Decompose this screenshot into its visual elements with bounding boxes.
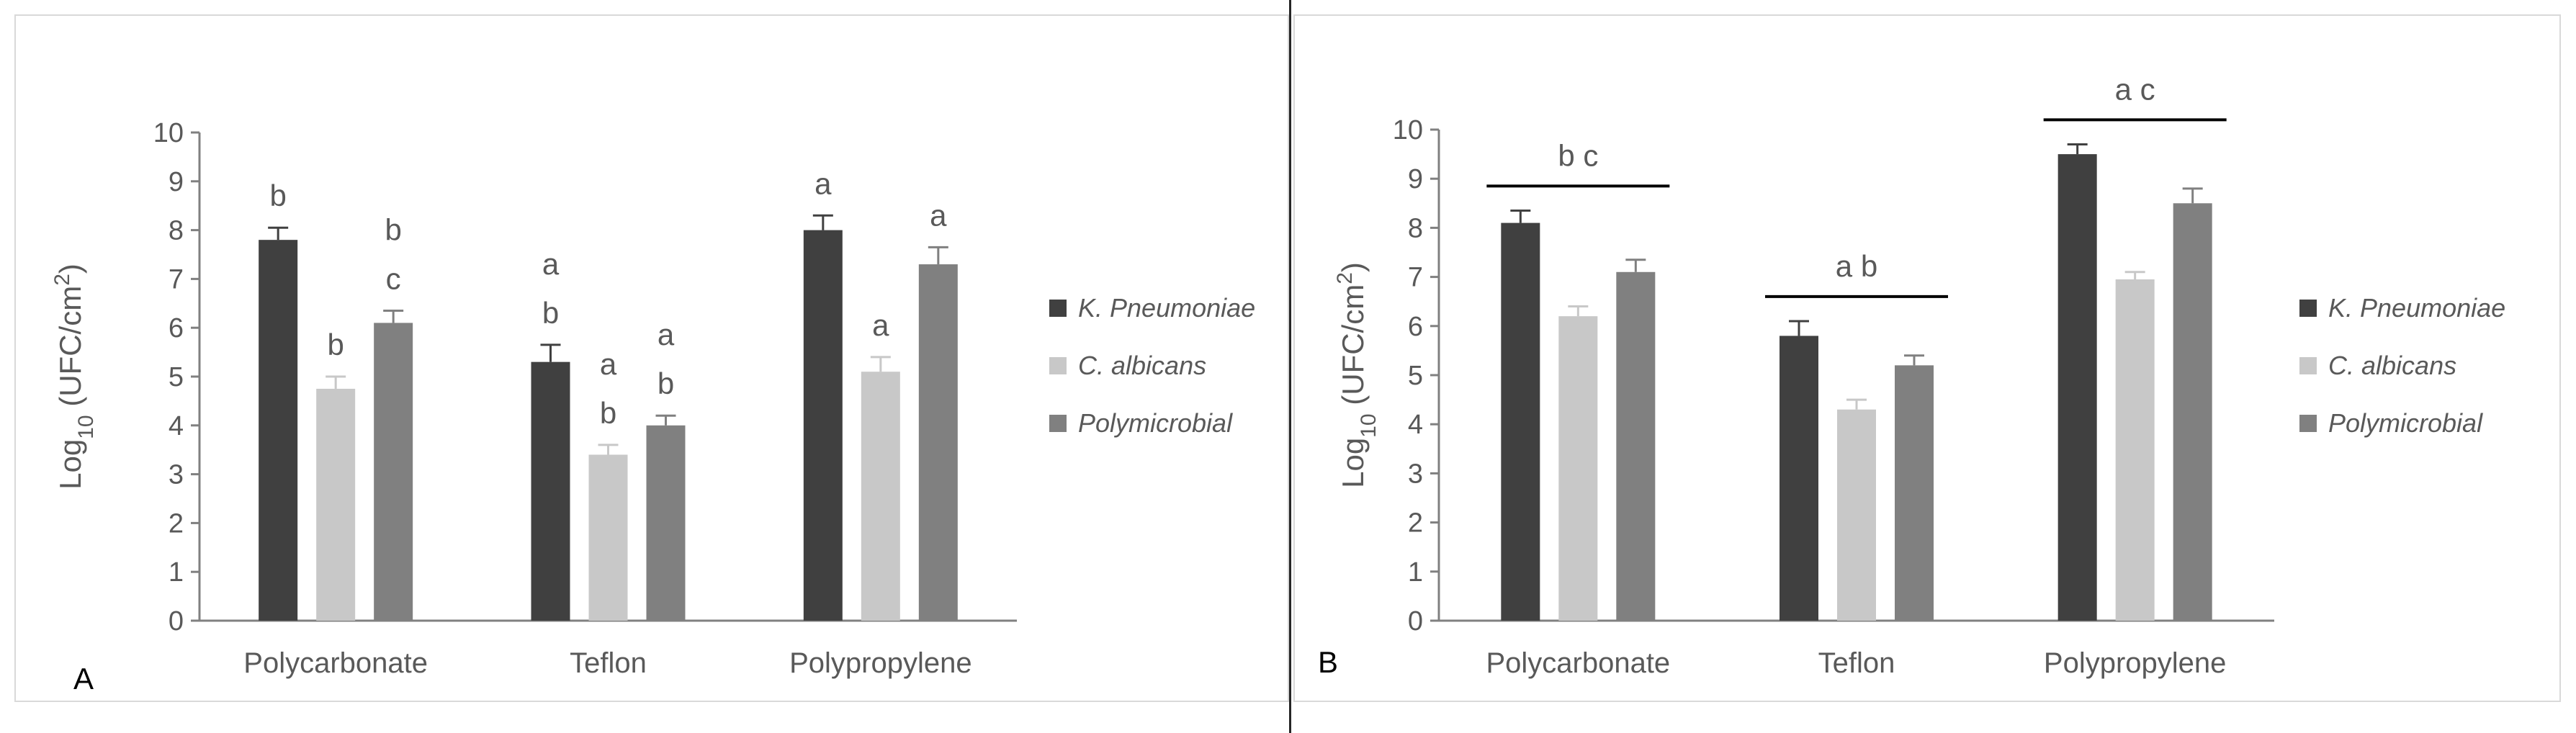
y-tick-label: 3	[169, 460, 184, 490]
bar-polymicrobial	[918, 264, 958, 621]
y-axis-label-unit: (UFC/cm	[53, 286, 87, 415]
x-category-label: Polypropylene	[2044, 647, 2227, 679]
bar-k-pneumoniae	[259, 240, 298, 621]
significance-letter: b	[542, 296, 559, 330]
bar-k-pneumoniae	[531, 361, 570, 621]
y-axis-label-sub: 10	[1357, 413, 1381, 437]
bar-polymicrobial	[1895, 365, 1934, 621]
bar-k-pneumoniae	[803, 230, 843, 621]
y-axis-label: Log10 (UFC/cm2)	[50, 264, 98, 490]
legend-label: C. albicans	[1078, 351, 1206, 380]
y-tick-label: 4	[1408, 410, 1423, 440]
y-axis-label-sup: 2	[50, 274, 74, 286]
bar-c-albicans	[316, 388, 356, 621]
legend-swatch	[2299, 415, 2317, 432]
significance-letter: a	[814, 166, 832, 200]
legend-swatch	[2299, 357, 2317, 374]
legend-swatch	[1049, 415, 1067, 432]
significance-letter: b	[658, 366, 674, 400]
y-tick-label: 6	[1408, 312, 1423, 342]
y-tick-label: 0	[169, 606, 184, 637]
y-tick-label: 4	[169, 411, 184, 441]
bar-polymicrobial	[2173, 203, 2212, 621]
significance-letter: a	[872, 308, 889, 342]
y-tick-label: 7	[1408, 263, 1423, 293]
y-tick-label: 10	[1393, 115, 1423, 145]
bar-polymicrobial	[374, 323, 413, 621]
y-tick-label: 2	[169, 508, 184, 539]
legend-label: K. Pneumoniae	[1078, 293, 1255, 323]
bar-c-albicans	[861, 372, 900, 621]
y-tick-label: 9	[1408, 164, 1423, 194]
legend-swatch	[1049, 357, 1067, 374]
group-significance-label: a c	[2115, 72, 2155, 106]
y-tick-label: 9	[169, 167, 184, 197]
panel-divider	[1289, 0, 1291, 733]
bar-polymicrobial	[1616, 271, 1656, 621]
y-tick-label: 8	[169, 216, 184, 246]
panel-label: A	[73, 662, 94, 696]
x-category-label: Polycarbonate	[243, 647, 428, 679]
legend-label: K. Pneumoniae	[2328, 293, 2505, 323]
legend-label: Polymicrobial	[2328, 408, 2483, 438]
group-significance-label: b c	[1558, 138, 1598, 172]
y-tick-label: 1	[1408, 557, 1423, 588]
bar-polymicrobial	[646, 425, 686, 621]
y-tick-label: 0	[1408, 606, 1423, 637]
significance-letter: b	[600, 396, 616, 430]
y-axis-label-unit: (UFC/cm	[1336, 284, 1370, 414]
y-axis-label-sup: 2	[1333, 272, 1357, 284]
y-axis-label-main: Log	[53, 439, 87, 490]
y-tick-label: 8	[1408, 213, 1423, 243]
y-axis-label: Log10 (UFC/cm2)	[1333, 262, 1381, 488]
x-category-label: Polycarbonate	[1486, 647, 1670, 679]
significance-letter: c	[386, 261, 401, 295]
y-tick-label: 7	[169, 264, 184, 294]
legend-label: C. albicans	[2328, 351, 2456, 380]
bar-c-albicans	[588, 454, 628, 621]
bar-c-albicans	[1558, 316, 1598, 621]
y-axis-label-sub: 10	[74, 415, 98, 439]
x-category-label: Teflon	[570, 647, 647, 679]
bar-k-pneumoniae	[1780, 336, 1818, 621]
legend-label: Polymicrobial	[1078, 408, 1233, 438]
x-category-label: Teflon	[1818, 647, 1895, 679]
chart-panel-b: 0 1 2 3 4 5 6 7 8 9 10 Log10 (UFC/cm2) Polycarbonate…	[1293, 14, 2561, 702]
y-tick-label: 10	[153, 118, 184, 148]
legend-swatch	[2299, 300, 2317, 317]
significance-letter: b	[327, 328, 344, 361]
bar-k-pneumoniae	[1501, 222, 1540, 621]
x-category-label: Polypropylene	[789, 647, 972, 679]
legend-swatch	[1049, 300, 1067, 317]
significance-letter: b	[385, 212, 401, 246]
y-axis-label-close: )	[53, 264, 87, 274]
y-tick-label: 5	[169, 362, 184, 392]
y-axis-label-main: Log	[1336, 438, 1370, 488]
significance-letter: b	[269, 179, 286, 212]
significance-letter: a	[542, 247, 560, 281]
bar-c-albicans	[1837, 409, 1876, 621]
group-significance-label: a b	[1836, 249, 1877, 283]
y-axis-label-close: )	[1336, 262, 1370, 272]
y-tick-label: 3	[1408, 459, 1423, 489]
significance-letter: a	[658, 318, 675, 351]
y-tick-label: 6	[169, 313, 184, 343]
significance-letter: a	[600, 347, 617, 381]
bar-k-pneumoniae	[2057, 154, 2097, 621]
bar-c-albicans	[2115, 279, 2155, 621]
significance-letter: a	[930, 198, 947, 232]
y-tick-label: 5	[1408, 361, 1423, 391]
panel-label: B	[1318, 645, 1338, 679]
chart-panel-a: 0 1 2 3 4 5 6 7 8 9 10 Log10 (UFC/cm2) b b c b Polycarbo…	[14, 14, 1289, 702]
y-tick-label: 1	[169, 557, 184, 588]
y-tick-label: 2	[1408, 508, 1423, 539]
